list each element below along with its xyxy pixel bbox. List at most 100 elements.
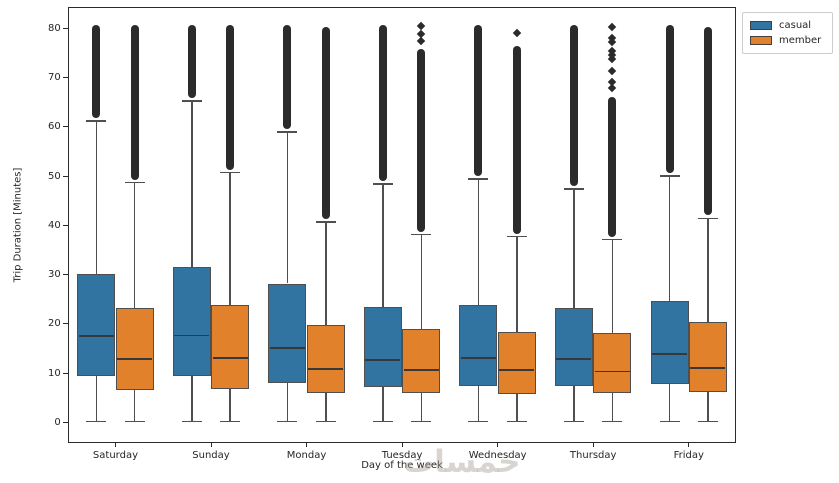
whisker-upper-casual-thursday [573,188,575,308]
whisker-cap-top-casual-wednesday [468,178,489,180]
whisker-cap-bottom-member-saturday [124,420,145,423]
y-tickmark [63,224,68,226]
x-tick-label: Saturday [92,449,138,461]
whisker-cap-bottom-casual-thursday [563,420,584,423]
median-member-sunday [212,357,248,359]
x-tick-label: Monday [286,449,327,461]
y-tickmark [63,274,68,276]
outliers-member-thursday [608,97,617,237]
median-casual-wednesday [460,357,496,359]
median-member-saturday [117,358,153,360]
whisker-upper-casual-friday [668,176,671,301]
outliers-casual-friday [665,25,674,174]
whisker-lower-member-friday [707,392,709,422]
whisker-upper-casual-saturday [95,120,98,275]
whisker-cap-bottom-member-tuesday [411,420,432,423]
whisker-cap-top-casual-sunday [181,100,202,102]
whisker-upper-member-wednesday [516,236,518,332]
whisker-lower-member-thursday [611,393,614,422]
y-tickmark [63,421,68,423]
whisker-cap-top-casual-monday [277,131,298,133]
outliers-casual-tuesday [378,25,387,181]
median-member-friday [690,367,726,369]
whisker-upper-casual-sunday [191,101,193,267]
y-tick-label: 80 [47,22,61,34]
whisker-cap-bottom-casual-wednesday [468,420,489,423]
x-tick-label: Friday [673,449,704,461]
legend-item-casual: casual [750,18,824,33]
whisker-cap-bottom-casual-tuesday [372,420,393,423]
outliers-member-sunday [226,25,235,170]
whisker-lower-member-monday [325,392,327,422]
whisker-lower-casual-thursday [573,386,575,422]
y-tick-label: 10 [47,367,61,379]
whisker-cap-bottom-member-monday [315,420,336,423]
whisker-lower-casual-monday [286,383,289,422]
x-axis-label: Day of the week [361,460,443,471]
box-member-tuesday [402,329,441,394]
outliers-casual-sunday [187,25,196,99]
median-casual-saturday [78,335,114,337]
y-tickmark [63,175,68,177]
y-tickmark [63,126,68,128]
x-tick-label: Tuesday [381,449,423,461]
x-tickmark [497,442,499,448]
outliers-member-friday [703,26,712,216]
whisker-cap-bottom-casual-sunday [181,420,202,423]
outliers-member-monday [321,26,330,219]
whisker-cap-bottom-member-friday [697,420,718,423]
whisker-lower-member-wednesday [516,393,518,422]
whisker-cap-top-casual-thursday [563,188,584,190]
whisker-lower-casual-wednesday [477,386,480,422]
whisker-cap-top-member-tuesday [411,233,432,236]
box-casual-saturday [77,274,116,377]
box-member-monday [306,324,345,393]
whisker-lower-casual-saturday [95,376,98,422]
whisker-lower-casual-friday [668,384,671,422]
box-casual-wednesday [459,304,498,386]
outliers-casual-saturday [92,25,101,118]
y-tickmark [63,76,68,78]
box-casual-tuesday [363,306,402,387]
whisker-cap-top-member-monday [315,221,336,223]
median-member-tuesday [403,369,439,371]
whisker-cap-bottom-casual-saturday [86,420,107,423]
y-tick-label: 30 [47,269,61,281]
median-member-wednesday [499,369,535,371]
whisker-cap-bottom-casual-monday [277,420,298,423]
x-tickmark [306,442,308,448]
y-tickmark [63,372,68,374]
whisker-upper-member-thursday [611,239,614,333]
y-tickmark [63,323,68,325]
median-casual-sunday [174,334,210,337]
outliers-member-tuesday [417,48,426,232]
whisker-upper-member-saturday [133,182,136,308]
whisker-cap-bottom-casual-friday [659,420,680,423]
whisker-cap-top-member-friday [697,217,718,220]
whisker-cap-top-member-thursday [602,238,623,241]
box-casual-thursday [554,307,593,386]
x-tick-label: Wednesday [468,449,527,461]
box-member-sunday [211,304,250,390]
y-tick-label: 70 [47,71,61,83]
whisker-upper-casual-wednesday [477,179,480,305]
legend: casual member [742,12,833,54]
median-casual-monday [269,347,305,349]
y-tick-label: 20 [47,318,61,330]
whisker-upper-member-friday [707,218,709,322]
median-casual-tuesday [365,359,401,361]
x-tickmark [114,442,116,448]
whisker-lower-casual-tuesday [382,387,384,422]
whisker-cap-bottom-member-wednesday [506,420,527,423]
box-casual-sunday [172,266,211,377]
y-tickmark [63,27,68,29]
legend-swatch-casual [750,21,772,30]
median-member-monday [308,368,344,370]
whisker-upper-casual-tuesday [382,183,384,307]
whisker-upper-member-sunday [229,172,231,305]
whisker-cap-top-casual-saturday [86,120,107,122]
y-tick-label: 40 [47,219,61,231]
whisker-cap-top-casual-tuesday [372,183,393,185]
median-casual-friday [652,353,688,355]
